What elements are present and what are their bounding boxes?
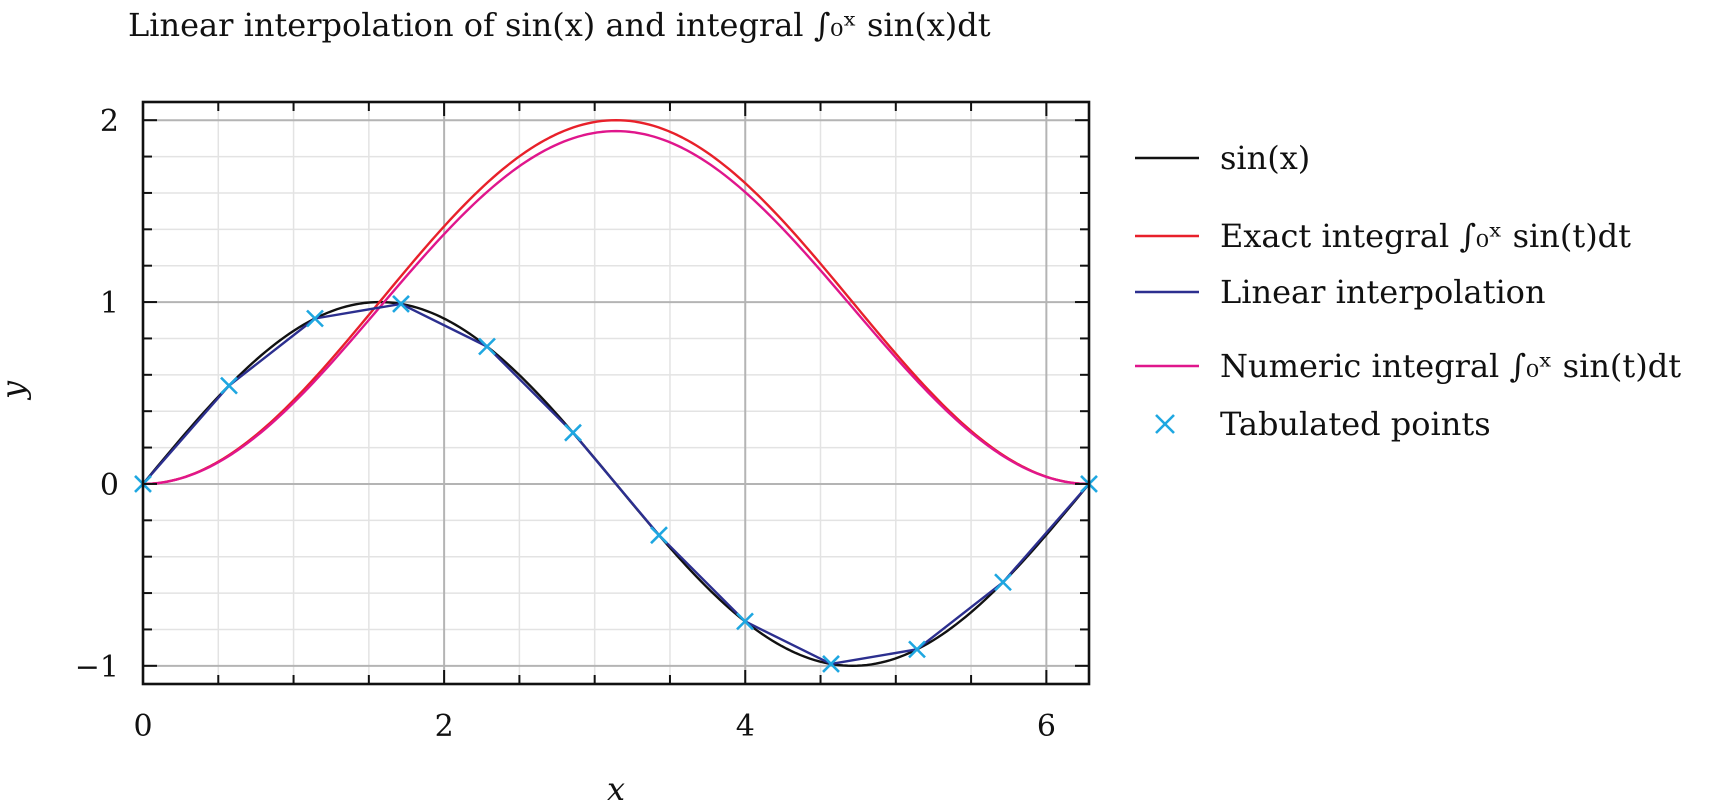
tabulated-point-marker [736,612,754,631]
x-tick-label: 0 [133,709,152,744]
tabulated-point-marker [392,294,410,313]
legend-label: Linear interpolation [1220,273,1546,311]
y-axis-label: y [0,380,32,401]
tabulated-point-marker [994,573,1012,592]
tabulated-point-marker [478,337,496,356]
tabulated-point-marker [822,655,840,673]
tabulated-point-marker [220,376,238,395]
grid [142,102,1089,684]
legend-label: Exact integral ∫₀ˣ sin(t)dt [1220,217,1631,255]
plot-border [141,100,1091,686]
legend-marker [1155,414,1175,434]
series-line-2 [142,302,1090,666]
legend-label: Tabulated points [1220,405,1491,443]
x-axis-label: x [607,770,625,808]
tabulated-point-marker [564,423,582,442]
legend: sin(x) Exact integral ∫₀ˣ sin(t)dt Linear … [1135,139,1681,443]
chart-title: Linear interpolation of sin(x) and integ… [128,6,991,44]
tabulated-point-marker [306,309,324,328]
y-tick-label: 0 [100,468,119,503]
tabulated-point-marker [908,640,926,659]
tabulated-point-marker [650,526,668,545]
series-line-1 [142,118,1090,486]
legend-label: sin(x) [1220,139,1310,177]
x-tick-label: 2 [435,709,454,744]
tick-labels: 0 2 4 6 −1 0 1 2 [75,104,1056,744]
series-layer [142,118,1090,668]
x-tick-label: 6 [1037,709,1056,744]
y-tick-label: −1 [75,650,119,685]
y-tick-label: 1 [100,286,119,321]
x-tick-label: 4 [736,709,755,744]
plot-frame [141,100,1091,686]
y-tick-label: 2 [100,104,119,139]
series-line-3 [142,129,1090,486]
legend-label: Numeric integral ∫₀ˣ sin(t)dt [1220,347,1681,385]
